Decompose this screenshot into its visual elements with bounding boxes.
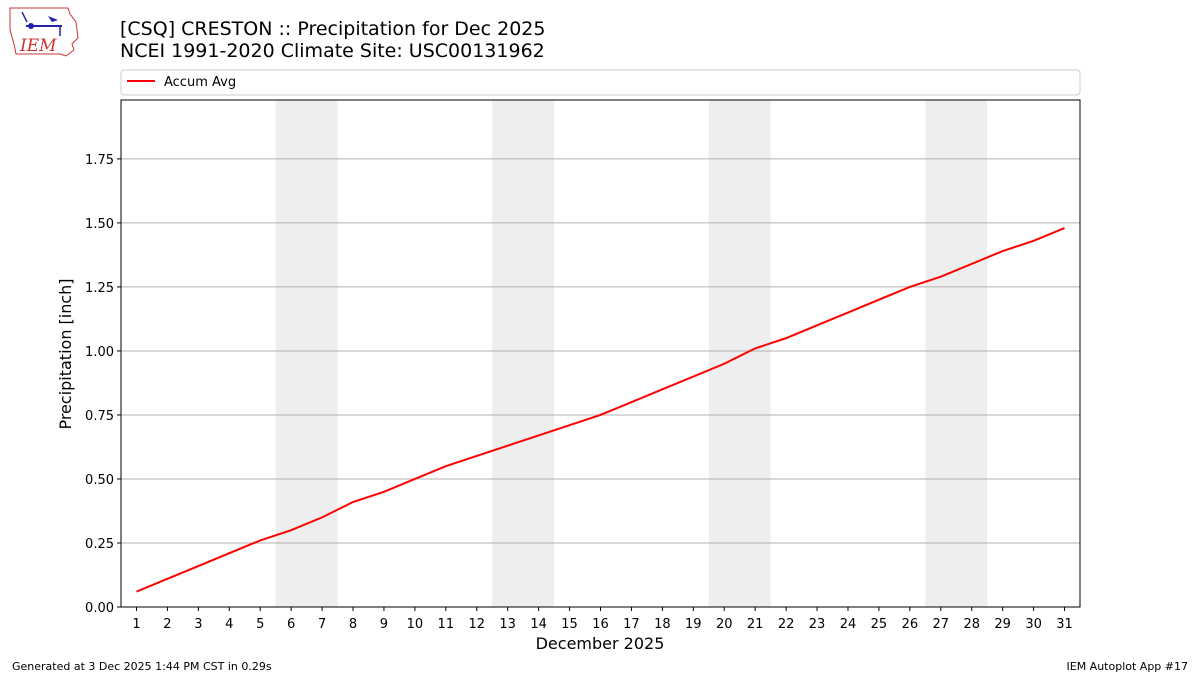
weekend-shade xyxy=(708,100,771,607)
x-tick-label: 8 xyxy=(349,617,357,632)
x-tick-label: 15 xyxy=(561,617,578,632)
x-tick-label: 26 xyxy=(902,617,919,632)
y-tick-label: 1.75 xyxy=(85,153,114,168)
weekend-shade xyxy=(925,100,988,607)
footer-right: IEM Autoplot App #17 xyxy=(1067,660,1189,673)
x-tick-label: 31 xyxy=(1056,617,1073,632)
weekend-shade xyxy=(275,100,338,607)
plot-frame xyxy=(120,99,1081,608)
y-tick-label: 1.50 xyxy=(85,217,114,232)
x-tick-label: 6 xyxy=(287,617,295,632)
x-tick-label: 12 xyxy=(468,617,485,632)
x-tick-label: 2 xyxy=(163,617,171,632)
x-tick-label: 22 xyxy=(778,617,795,632)
logo: IEM xyxy=(9,7,79,57)
x-tick-label: 20 xyxy=(716,617,733,632)
x-tick-label: 13 xyxy=(499,617,516,632)
x-tick-label: 4 xyxy=(225,617,233,632)
weekend-shade xyxy=(492,100,555,607)
x-tick-label: 24 xyxy=(840,617,857,632)
x-tick-label: 18 xyxy=(654,617,671,632)
legend-label: Accum Avg xyxy=(164,75,236,90)
legend-box xyxy=(120,69,1081,96)
x-tick-label: 27 xyxy=(933,617,950,632)
x-tick-label: 25 xyxy=(871,617,888,632)
chart-title: [CSQ] CRESTON :: Precipitation for Dec 2… xyxy=(120,18,545,40)
x-tick-label: 14 xyxy=(530,617,547,632)
x-tick-label: 21 xyxy=(747,617,764,632)
chart-subtitle: NCEI 1991-2020 Climate Site: USC00131962 xyxy=(120,40,545,62)
x-tick-label: 17 xyxy=(623,617,640,632)
x-tick-label: 19 xyxy=(685,617,702,632)
x-tick-label: 30 xyxy=(1025,617,1042,632)
y-axis-label: Precipitation [inch] xyxy=(56,278,75,429)
y-tick-label: 0.00 xyxy=(85,601,114,616)
x-tick-label: 29 xyxy=(994,617,1011,632)
x-tick-label: 1 xyxy=(132,617,140,632)
x-tick-label: 5 xyxy=(256,617,264,632)
footer-left: Generated at 3 Dec 2025 1:44 PM CST in 0… xyxy=(12,660,272,673)
logo-text: IEM xyxy=(19,36,57,56)
y-tick-label: 1.00 xyxy=(85,345,114,360)
x-tick-label: 11 xyxy=(438,617,455,632)
x-tick-label: 28 xyxy=(963,617,980,632)
x-tick-label: 3 xyxy=(194,617,202,632)
x-tick-label: 7 xyxy=(318,617,326,632)
y-tick-label: 0.50 xyxy=(85,473,114,488)
x-tick-label: 10 xyxy=(407,617,424,632)
x-tick-label: 9 xyxy=(380,617,388,632)
x-axis-label: December 2025 xyxy=(536,634,665,653)
y-tick-label: 0.25 xyxy=(85,537,114,552)
y-tick-label: 0.75 xyxy=(85,409,114,424)
series-line xyxy=(136,227,1065,593)
x-tick-label: 23 xyxy=(809,617,826,632)
x-tick-label: 16 xyxy=(592,617,609,632)
y-tick-label: 1.25 xyxy=(85,281,114,296)
